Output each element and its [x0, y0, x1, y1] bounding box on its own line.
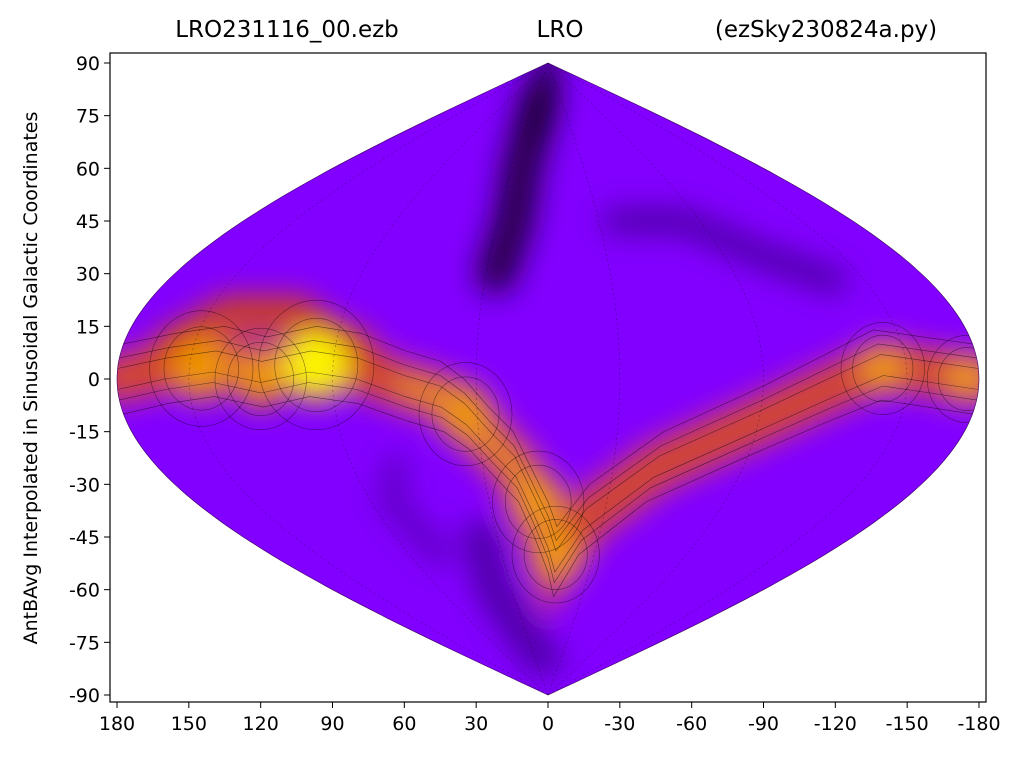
contour-hot-1-1: [149, 310, 254, 427]
hot-spot-1: [172, 336, 230, 401]
contour-hot-7-0: [937, 347, 979, 411]
x-tick-label: -60: [676, 713, 707, 735]
meridian-90: [332, 63, 549, 695]
y-tick-label: -15: [69, 422, 100, 444]
y-tick-label: 30: [76, 264, 100, 286]
contour-hot-1-0: [163, 326, 239, 411]
contour-hot-6-1: [840, 322, 925, 415]
dark-region-3: [377, 453, 454, 568]
y-tick-label: 90: [76, 53, 100, 75]
y-tick-label: -75: [69, 632, 100, 654]
contour-hot-4-1: [492, 450, 585, 554]
dark-region-1: [601, 207, 848, 295]
title-center: LRO: [537, 17, 584, 43]
dark-region-4: [528, 63, 559, 145]
sky-emission-layer: [117, 63, 979, 678]
y-tick-label: 75: [76, 106, 100, 128]
meridian-30: [475, 63, 549, 695]
contour-ridge-5: [123, 325, 973, 528]
x-tick-label: 180: [99, 713, 135, 735]
x-tick-label: -90: [748, 713, 779, 735]
x-tick-label: -180: [957, 713, 1000, 735]
x-tick-label: -120: [814, 713, 857, 735]
title-left: LRO231116_00.ezb: [175, 17, 399, 43]
x-tick-label: 150: [171, 713, 207, 735]
meridian--30: [547, 63, 621, 695]
y-tick-label: 60: [76, 158, 100, 180]
meridian--90: [547, 63, 764, 695]
y-tick-label: -90: [69, 685, 100, 707]
y-tick-label: -45: [69, 527, 100, 549]
hot-spot-4: [512, 473, 564, 531]
y-tick-label: -60: [69, 580, 100, 602]
x-tick-label: 30: [464, 713, 488, 735]
x-tick-label: 60: [392, 713, 416, 735]
title-right: (ezSky230824a.py): [715, 17, 937, 43]
contour-hot-5-1: [511, 505, 600, 604]
hot-spot-0: [284, 329, 349, 401]
contour-hot-2-1: [214, 327, 307, 431]
contour-hot-2-0: [227, 341, 295, 416]
contour-ridge-0: [123, 396, 973, 598]
x-tick-label: 120: [243, 713, 279, 735]
contour-hot-3-0: [431, 376, 500, 452]
x-tick-label: 90: [320, 713, 344, 735]
contour-ridge-3: [117, 350, 979, 552]
sky-background: [117, 63, 979, 695]
y-tick-label: 45: [76, 211, 100, 233]
x-tick-label: 0: [542, 713, 554, 735]
y-tick-label: -30: [69, 474, 100, 496]
y-axis: 90 75 60 45 30 15 0 -15 -30 -45 -60 -75 -90: [69, 53, 110, 707]
contour-hot-6-0: [852, 334, 914, 403]
contour-ridge-1: [119, 382, 977, 584]
y-tick-label: 15: [76, 316, 100, 338]
hot-spot-5: [531, 527, 580, 582]
contour-lines: [117, 63, 979, 695]
contour-ridge-4: [119, 340, 977, 542]
meridian--150: [547, 63, 908, 695]
dark-region-2: [462, 519, 562, 678]
meridian-150: [188, 63, 549, 695]
y-axis-label: AntBAvg Interpolated in Sinusoidal Galac…: [20, 112, 42, 645]
y-tick-label: 0: [88, 369, 100, 391]
contour-hot-7-1: [926, 334, 979, 423]
sky-map: [117, 63, 979, 695]
contour-hot-0-1: [258, 299, 375, 431]
hot-spot-6: [859, 342, 906, 395]
contour-hot-0-0: [274, 317, 359, 413]
sky-outline: [116, 62, 980, 696]
x-axis: 180 150 120 90 60 30 0 -30 -60 -90 -120 -150 -180: [99, 702, 1001, 735]
contour-hot-4-0: [504, 464, 572, 539]
contour-hot-5-0: [523, 519, 588, 590]
contour-hot-3-1: [418, 362, 513, 467]
x-tick-label: -30: [604, 713, 635, 735]
hot-spot-2: [235, 350, 287, 408]
x-tick-label: -150: [886, 713, 929, 735]
